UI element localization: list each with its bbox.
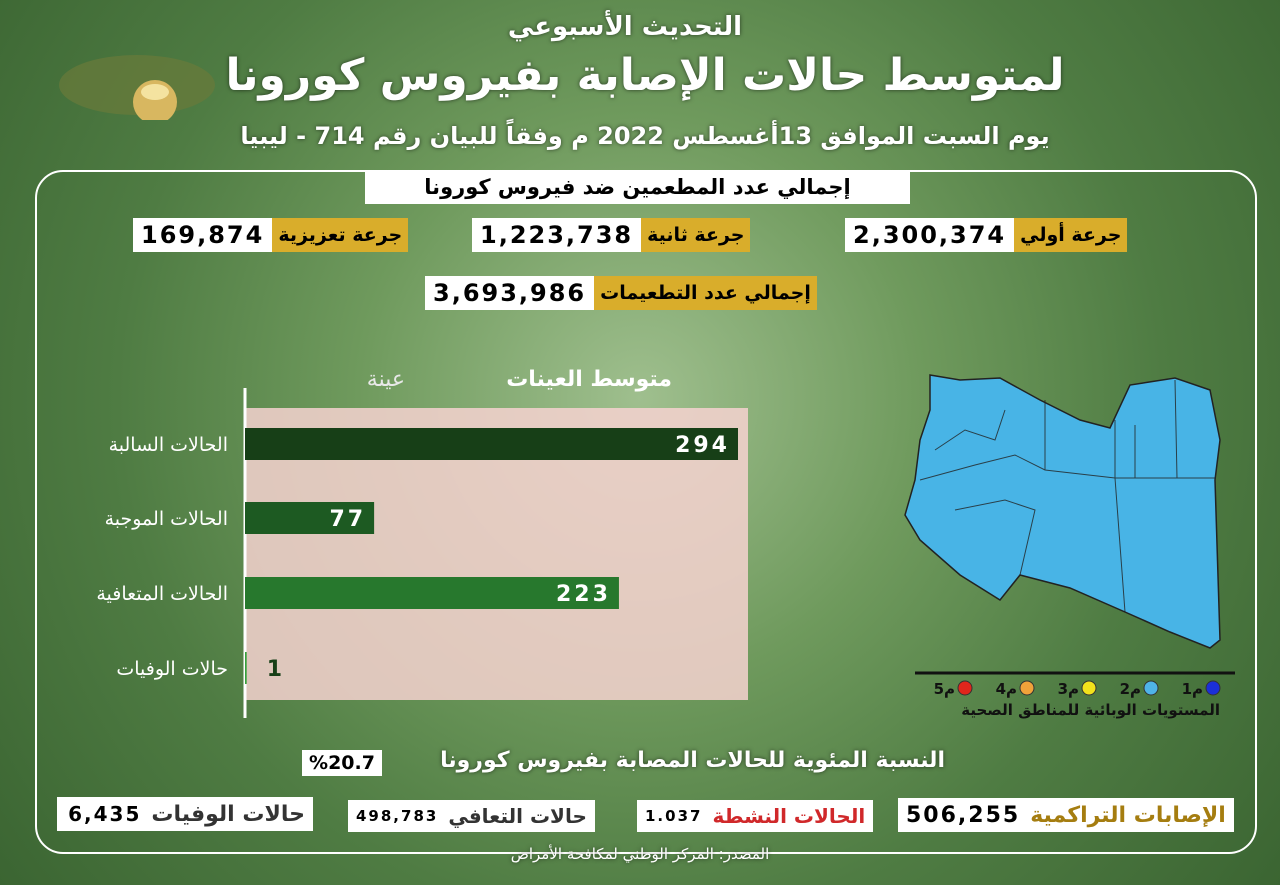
unit-label: عينة	[367, 367, 405, 392]
bar-value-label: 294	[675, 433, 730, 458]
stat-label: الإصابات التراكمية	[1030, 802, 1226, 828]
dose-box: جرعة تعزيزية 169,874	[133, 218, 409, 252]
bar-value-label: 77	[329, 507, 366, 532]
total-value: 3,693,986	[433, 279, 587, 307]
stat-box: حالات الوفيات 6,435	[57, 797, 313, 831]
legend-dot	[1143, 680, 1159, 696]
dose-value: 1,223,738	[480, 221, 634, 249]
dose-label: جرعة ثانية	[641, 218, 751, 252]
positivity-value: %20.7	[302, 750, 382, 776]
bar-chart: متوسط العينات عينة 294 الحالات السالبة 77 ا…	[96, 367, 748, 718]
category-label: الحالات المتعافية	[96, 583, 228, 605]
subtitle: التحديث الأسبوعي	[507, 12, 743, 42]
stat-label: الحالات النشطة	[712, 804, 866, 828]
chart-title: متوسط العينات	[506, 367, 672, 392]
legend-label: م5	[934, 680, 955, 698]
dose-label: جرعة أولي	[1014, 218, 1128, 252]
dose-label: جرعة تعزيزية	[272, 218, 409, 252]
stat-label: حالات التعافي	[448, 804, 587, 828]
bar	[245, 577, 619, 609]
bar	[245, 502, 375, 534]
legend-label: م4	[996, 680, 1017, 698]
stat-box: حالات التعافي 498,783	[348, 800, 595, 832]
bar-value-label: 223	[556, 582, 611, 607]
legend-label: م1	[1182, 680, 1203, 698]
title: لمتوسط حالات الإصابة بفيروس كورونا	[225, 50, 1065, 101]
legend-dot	[1081, 680, 1097, 696]
bar-value-label: 1	[267, 657, 285, 682]
logo	[59, 55, 215, 120]
map: المستويات الوبائية للمناطق الصحية م1 م2 م3…	[904, 374, 1235, 719]
total-box: إجمالي عدد التطعيمات 3,693,986	[425, 276, 817, 310]
source: المصدر: المركز الوطني لمكافحة الأمراض	[510, 845, 770, 863]
vaccination-heading: إجمالي عدد المطعمين ضد فيروس كورونا	[365, 170, 910, 204]
dose-value: 2,300,374	[853, 221, 1007, 249]
stat-value: 1.037	[645, 807, 703, 825]
stat-value: 498,783	[356, 807, 439, 825]
bar	[245, 652, 247, 684]
legend-label: م2	[1120, 680, 1141, 698]
legend-dot	[1205, 680, 1221, 696]
category-label: الحالات الموجبة	[105, 508, 228, 530]
dose-box: جرعة أولي 2,300,374	[845, 218, 1128, 252]
legend-dot	[957, 680, 973, 696]
stat-box: الحالات النشطة 1.037	[637, 800, 874, 832]
legend-label: م3	[1058, 680, 1079, 698]
stat-box: الإصابات التراكمية 506,255	[898, 798, 1234, 832]
legend-title: المستويات الوبائية للمناطق الصحية	[961, 701, 1220, 719]
stat-value: 506,255	[906, 802, 1021, 828]
total-label: إجمالي عدد التطعيمات	[594, 276, 817, 310]
dose-value: 169,874	[141, 221, 265, 249]
legend-dot	[1019, 680, 1035, 696]
positivity-label: النسبة المئوية للحالات المصابة بفيروس كو…	[440, 748, 945, 773]
category-label: حالات الوفيات	[116, 658, 228, 680]
category-label: الحالات السالبة	[109, 434, 228, 456]
date-line: يوم السبت الموافق 13أغسطس 2022 م وفقاً ل…	[240, 122, 1050, 150]
stat-label: حالات الوفيات	[151, 801, 305, 827]
stat-value: 6,435	[68, 802, 142, 826]
dose-box: جرعة ثانية 1,223,738	[472, 218, 751, 252]
bar	[245, 428, 738, 460]
